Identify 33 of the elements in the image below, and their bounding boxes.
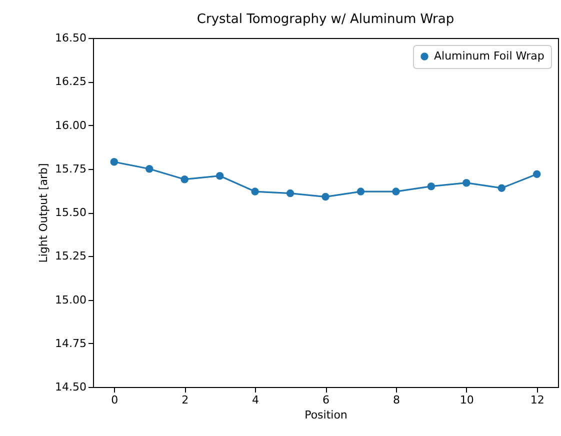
point [216, 172, 224, 180]
point [427, 182, 436, 190]
point [532, 170, 541, 178]
y-tick-label: 16.00 [55, 118, 86, 132]
point [110, 158, 118, 166]
y-tick-label: 15.50 [55, 206, 86, 219]
x-tick-label: 0 [111, 394, 118, 406]
x-tick-label: 8 [392, 394, 400, 406]
point [322, 192, 330, 201]
point [392, 188, 400, 196]
y-tick-label: 16.50 [55, 32, 86, 44]
x-tick-label: 12 [530, 394, 544, 406]
y-axis-title: Light Output [arb] [37, 163, 50, 263]
point [286, 189, 294, 198]
point [498, 184, 506, 192]
point [356, 188, 365, 196]
x-tick-label: 10 [460, 394, 474, 406]
y-tick-label: 15.00 [55, 293, 86, 306]
chart-title: Crystal Tomography w/ Aluminum Wrap [196, 12, 454, 27]
point [145, 165, 154, 173]
x-tick-label: 2 [182, 394, 189, 406]
y-tick-label: 16.25 [55, 75, 86, 88]
legend-label: Aluminum Foil Wrap [434, 50, 544, 62]
y-tick-label: 15.25 [55, 250, 86, 263]
point [462, 178, 470, 187]
y-tick-label: 15.75 [55, 162, 86, 176]
x-axis-title: Position [304, 408, 348, 422]
y-tick-label: 14.75 [55, 336, 86, 350]
x-tick-label: 4 [252, 394, 260, 406]
point [180, 175, 188, 184]
x-tick-label: 6 [322, 394, 330, 406]
point [251, 188, 259, 196]
y-tick-label: 14.50 [55, 380, 86, 394]
